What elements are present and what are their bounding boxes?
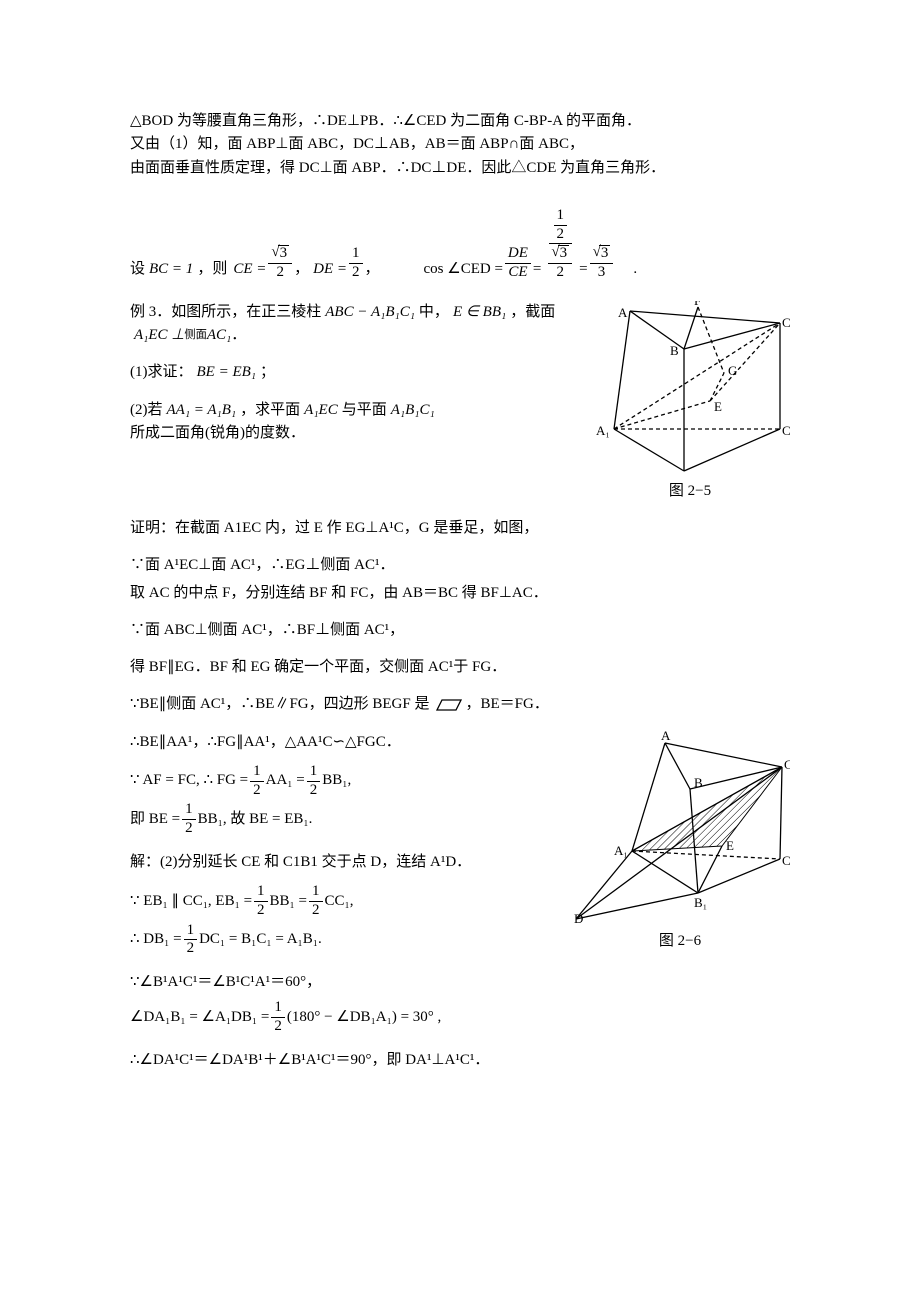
figure-2-5-caption: 图 2−5 xyxy=(590,480,790,503)
eq1-period: . xyxy=(633,258,637,281)
proof-1: 证明：在截面 A1EC 内，过 E 作 EG⊥A¹C，G 是垂足，如图， xyxy=(130,517,790,540)
s2d: ∴ DB₁ = xyxy=(130,928,182,951)
svg-text:E: E xyxy=(714,399,722,414)
q2-mid: ，求平面 xyxy=(240,399,300,422)
eq1-frac-de-ce: DE CE xyxy=(505,246,531,281)
q1-eq: BE = EB₁ xyxy=(197,361,257,384)
svg-text:A₁: A₁ xyxy=(596,423,610,438)
sol2-line2: ∴ DB₁ = 12 DC₁ = B₁C₁ = A₁B₁. xyxy=(130,923,552,958)
svg-text:C₁: C₁ xyxy=(782,853,790,868)
eq1-ce-frac: √3 2 xyxy=(268,245,292,281)
svg-text:F: F xyxy=(694,301,701,308)
svg-text:A: A xyxy=(661,731,671,743)
p8e: BB₁, 故 BE = EB₁. xyxy=(198,808,313,831)
proof-3: 取 AC 的中点 F，分别连结 BF 和 FC，由 AB＝BC 得 BF⊥AC． xyxy=(130,582,790,605)
ex3-p1: A₁EC ⊥ xyxy=(134,324,184,347)
question-2-line2: 所成二面角(锐角)的度数． xyxy=(130,422,572,445)
example3-statement: 例 3．如图所示，在正三棱柱 ABC − A₁B₁C₁ 中， E ∈ BB₁ ，… xyxy=(130,301,572,348)
s2a: ∵ EB₁ ∥ CC₁, EB₁ = xyxy=(130,890,252,913)
ex3-lead: 例 3．如图所示，在正三棱柱 xyxy=(130,301,321,324)
svg-text:B: B xyxy=(694,775,703,790)
svg-text:C₁: C₁ xyxy=(782,423,790,438)
page: △BOD 为等腰直角三角形，∴DE⊥PB．∴∠CED 为二面角 C-BP-A 的… xyxy=(0,0,920,1132)
eq1-label: 设 xyxy=(130,258,145,281)
proof-2: ∵面 A¹EC⊥面 AC¹，∴EG⊥侧面 AC¹． xyxy=(130,554,790,577)
example3-header-row: 例 3．如图所示，在正三棱柱 ABC − A₁B₁C₁ 中， E ∈ BB₁ ，… xyxy=(130,301,790,503)
sep-1: ， xyxy=(294,258,309,281)
q2-p2: A₁B₁C₁ xyxy=(391,399,435,422)
figure-2-6-container: A C B A₁ C₁ B₁ E D 图 2−6 xyxy=(552,731,790,953)
p8b: AA₁ = xyxy=(266,769,305,792)
proof-chunk-with-fig: ∴BE∥AA¹，∴FG∥AA¹，△AA¹C∽△FGC． ∵ AF = FC, ∴… xyxy=(130,731,790,958)
s2e: DC₁ = B₁C₁ = A₁B₁. xyxy=(199,928,322,951)
eq1-a: BC = 1 xyxy=(149,258,193,281)
svg-text:D: D xyxy=(574,911,583,926)
svg-text:C: C xyxy=(784,757,790,772)
ex3-p2: AC₁ xyxy=(207,324,231,347)
sol2-angle3: ∴∠DA¹C¹＝∠DA¹B¹＋∠B¹A¹C¹＝90°，即 DA¹⊥A¹C¹． xyxy=(130,1049,790,1072)
ex3-e: E ∈ BB₁ xyxy=(453,301,506,324)
figure-2-6-caption: 图 2−6 xyxy=(570,930,790,953)
q1-semi: ； xyxy=(260,361,275,384)
eq-sign-1: = xyxy=(533,258,541,281)
ex3-prism: ABC − A₁B₁C₁ xyxy=(325,301,415,324)
ex3-side: 侧面 xyxy=(184,327,207,344)
sol2-angle2: ∠DA₁B₁ = ∠A₁DB₁ = 12 (180° − ∠DB₁A₁) = 3… xyxy=(130,1000,790,1035)
question-2: (2)若 AA₁ = A₁B₁ ，求平面 A₁EC 与平面 A₁B₁C₁ xyxy=(130,399,572,422)
eq1-ce-lhs: CE = xyxy=(233,258,266,281)
q2-eq: AA₁ = A₁B₁ xyxy=(167,399,237,422)
ex3-sep: ，截面 xyxy=(510,301,555,324)
ex3-mid: 中， xyxy=(419,301,449,324)
proof-8-line1: ∵ AF = FC, ∴ FG = 12 AA₁ = 12 BB₁, xyxy=(130,764,552,799)
q2-lead: (2)若 xyxy=(130,399,163,422)
s2ang2a: ∠DA₁B₁ = ∠A₁DB₁ = xyxy=(130,1006,269,1029)
svg-text:G: G xyxy=(728,363,737,378)
para-3: 由面面垂直性质定理，得 DC⊥面 ABP．∴DC⊥DE．因此△CDE 为直角三角… xyxy=(130,157,790,180)
eq1-de-lhs: DE = xyxy=(313,258,347,281)
svg-text:B: B xyxy=(670,343,679,358)
figure-2-6: A C B A₁ C₁ B₁ E D xyxy=(570,731,790,926)
eq1-then: ，则 xyxy=(197,258,227,281)
proof6b: ，BE＝FG． xyxy=(465,693,548,716)
sol2-angle1: ∵∠B¹A¹C¹＝∠B¹C¹A¹＝60°， xyxy=(130,971,790,994)
proof-7: ∴BE∥AA¹，∴FG∥AA¹，△AA¹C∽△FGC． xyxy=(130,731,552,754)
s2b: BB₁ = xyxy=(270,890,307,913)
proof6a: ∵BE∥侧面 AC¹，∴BE∥FG，四边形 BEGF 是 xyxy=(130,693,429,716)
equation-line-1: 设 BC = 1 ，则 CE = √3 2 ， DE = 1 2 ， cos ∠… xyxy=(130,208,790,281)
q2-mid2: 与平面 xyxy=(342,399,387,422)
svg-text:C: C xyxy=(782,315,790,330)
parallelogram-icon xyxy=(432,698,462,712)
eq-sign-2: = xyxy=(579,258,587,281)
sol2-lead: 解：(2)分别延长 CE 和 C1B1 交于点 D，连结 A¹D． xyxy=(130,851,552,874)
ex3-tail: ． xyxy=(231,324,246,347)
svg-text:A: A xyxy=(618,305,628,320)
para-2: 又由（1）知，面 ABP⊥面 ABC，DC⊥AB，AB＝面 ABP∩面 ABC， xyxy=(130,133,790,156)
svg-text:B₁: B₁ xyxy=(694,895,707,910)
svg-text:B₁: B₁ xyxy=(678,473,691,476)
svg-text:E: E xyxy=(726,838,734,853)
p8a: ∵ AF = FC, ∴ FG = xyxy=(130,769,248,792)
figure-2-5-container: A F C B A₁ C₁ B₁ G E 图 2−5 xyxy=(572,301,790,503)
sol2-line1: ∵ EB₁ ∥ CC₁, EB₁ = 12 BB₁ = 12 CC₁, xyxy=(130,884,552,919)
sep-2: ， xyxy=(365,258,380,281)
q2-p1: A₁EC xyxy=(304,399,338,422)
eq1-de-frac: 1 2 xyxy=(349,246,363,281)
p8c: BB₁, xyxy=(322,769,351,792)
s2c: CC₁, xyxy=(325,890,354,913)
proof-8-line2: 即 BE = 12 BB₁, 故 BE = EB₁. xyxy=(130,802,552,837)
s2ang2b: (180° − ∠DB₁A₁) = 30° , xyxy=(287,1006,441,1029)
para-1: △BOD 为等腰直角三角形，∴DE⊥PB．∴∠CED 为二面角 C-BP-A 的… xyxy=(130,110,790,133)
q1-lead: (1)求证： xyxy=(130,361,193,384)
proof-6: ∵BE∥侧面 AC¹，∴BE∥FG，四边形 BEGF 是 ，BE＝FG． xyxy=(130,693,790,716)
proof-4: ∵面 ABC⊥侧面 AC¹，∴BF⊥侧面 AC¹， xyxy=(130,619,790,642)
eq1-compound-frac: 12 √32 xyxy=(543,208,577,281)
figure-2-5: A F C B A₁ C₁ B₁ G E xyxy=(590,301,790,476)
svg-text:A₁: A₁ xyxy=(614,843,628,858)
proof-5: 得 BF∥EG．BF 和 EG 确定一个平面，交侧面 AC¹于 FG． xyxy=(130,656,790,679)
question-1: (1)求证： BE = EB₁ ； xyxy=(130,361,572,384)
p8d: 即 BE = xyxy=(130,808,180,831)
eq1-result-frac: √3 3 xyxy=(590,245,614,281)
eq1-cos-lhs: cos ∠CED = xyxy=(424,258,503,281)
